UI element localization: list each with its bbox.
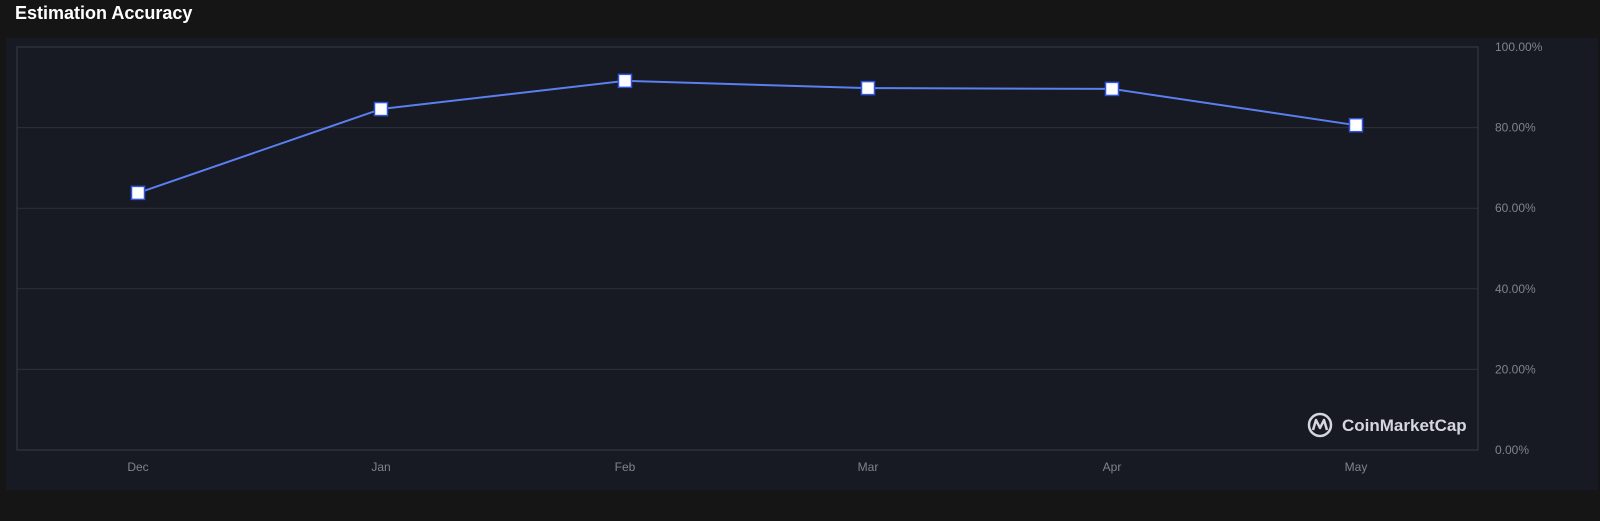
watermark-text: CoinMarketCap [1342,416,1467,435]
y-tick-label: 100.00% [1495,40,1543,54]
chart-title: Estimation Accuracy [15,3,193,23]
data-point-mar[interactable] [860,80,876,96]
data-point-dec[interactable] [130,185,146,201]
y-tick-label: 20.00% [1495,362,1536,376]
x-tick-label: Jan [371,460,390,474]
x-tick-label: Dec [127,460,148,474]
data-point-apr[interactable] [1104,81,1120,97]
x-tick-label: May [1345,460,1368,474]
series-line [137,79,1357,194]
data-point-feb[interactable] [617,73,633,89]
y-tick-label: 0.00% [1495,443,1529,457]
plot-border [16,46,1479,451]
x-tick-label: Mar [858,460,879,474]
chart-panel [6,38,1598,490]
y-tick-label: 80.00% [1495,121,1536,135]
x-tick-label: Apr [1103,460,1122,474]
y-tick-label: 60.00% [1495,201,1536,215]
x-tick-label: Feb [615,460,636,474]
coinmarketcap-watermark: CoinMarketCap [1307,412,1467,438]
y-tick-label: 40.00% [1495,282,1536,296]
data-point-jan[interactable] [373,101,389,117]
data-point-may[interactable] [1348,117,1364,133]
coinmarketcap-logo-icon [1307,412,1333,438]
